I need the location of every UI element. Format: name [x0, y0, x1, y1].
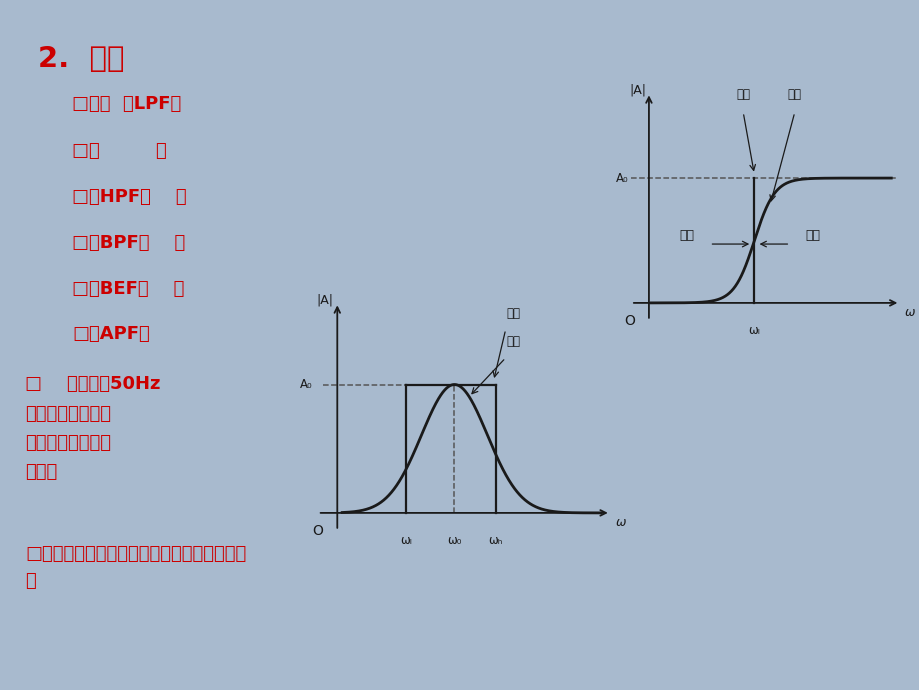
Text: ω: ω: [903, 306, 914, 319]
Text: 通带: 通带: [804, 228, 820, 242]
Text: 电路？: 电路？: [25, 463, 57, 481]
Text: A₀: A₀: [300, 378, 312, 391]
Text: □放大音频信号，应选用哪种类型的滤波电路: □放大音频信号，应选用哪种类型的滤波电路: [25, 545, 246, 563]
Text: ？: ？: [25, 572, 36, 590]
Text: 用哪种类型的滤波: 用哪种类型的滤波: [25, 434, 111, 452]
Text: |A|: |A|: [629, 83, 645, 96]
Text: □低通  （LPF）: □低通 （LPF）: [72, 95, 181, 113]
Text: ωₕ: ωₕ: [488, 534, 503, 547]
Text: 实际: 实际: [787, 88, 801, 101]
Text: 理想: 理想: [505, 307, 519, 319]
Text: □（APF）: □（APF）: [72, 325, 150, 343]
Text: □（HPF）    通: □（HPF） 通: [72, 188, 187, 206]
Text: ωₗ: ωₗ: [400, 534, 411, 547]
Text: O: O: [312, 524, 323, 538]
Text: 2.  分类: 2. 分类: [38, 45, 124, 73]
Text: 阻带: 阻带: [679, 228, 694, 242]
Text: O: O: [624, 313, 635, 328]
Text: 的干扰信号，应选: 的干扰信号，应选: [25, 405, 111, 423]
Text: ω₀: ω₀: [447, 534, 461, 547]
Text: 实际: 实际: [505, 335, 519, 348]
Text: ωₗ: ωₗ: [748, 324, 759, 337]
Text: 理想: 理想: [735, 88, 749, 101]
Text: □    希望抑制50Hz: □ 希望抑制50Hz: [25, 375, 160, 393]
Text: |A|: |A|: [316, 293, 334, 306]
Text: ω: ω: [615, 517, 625, 529]
Text: □高         通: □高 通: [72, 142, 166, 160]
Text: □（BPF）    阻: □（BPF） 阻: [72, 234, 185, 252]
Text: A₀: A₀: [616, 172, 628, 185]
Text: □（BEF）    通: □（BEF） 通: [72, 280, 184, 298]
